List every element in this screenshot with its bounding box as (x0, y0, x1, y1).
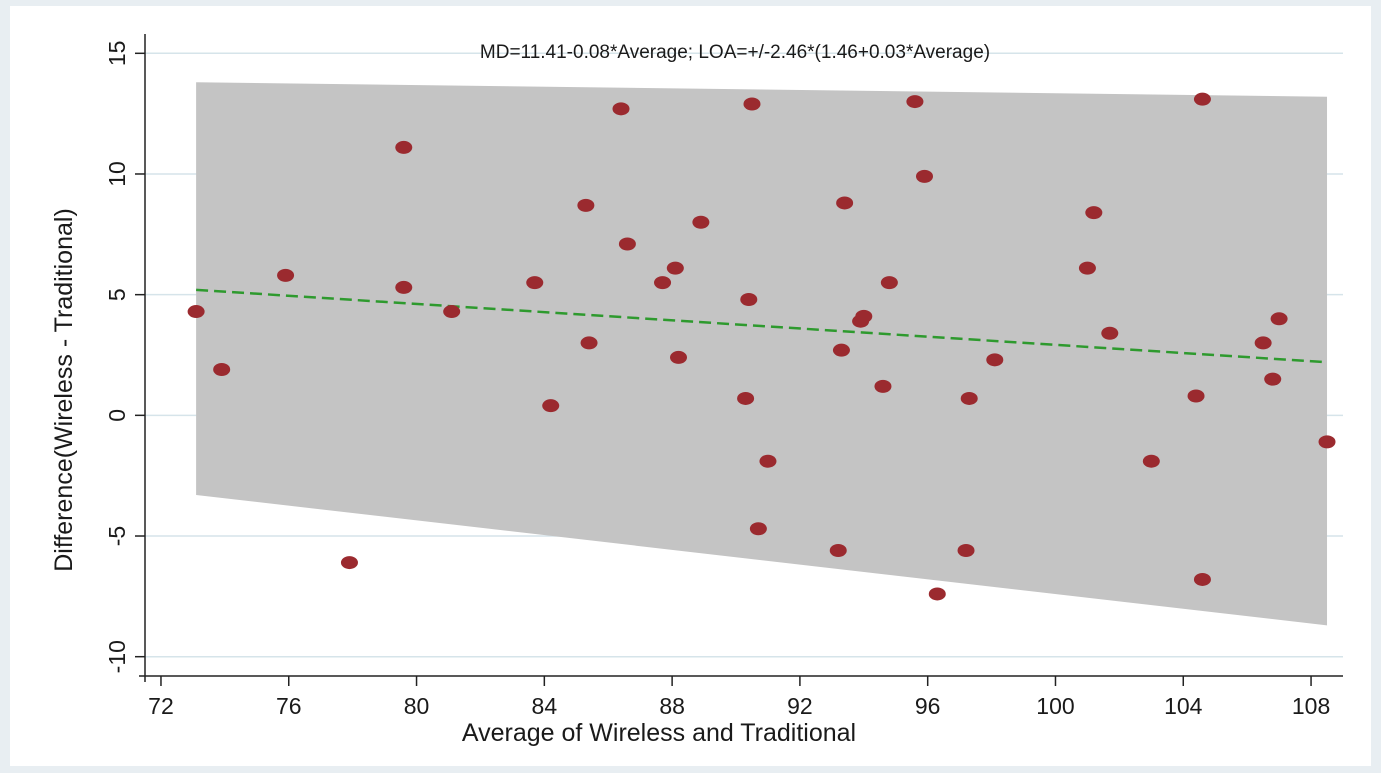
data-point (340, 556, 358, 570)
data-point (1264, 372, 1282, 386)
x-tick-label: 100 (1036, 693, 1074, 719)
data-point (759, 454, 777, 468)
mean-difference-regression-line (196, 288, 1328, 364)
data-point (836, 196, 854, 210)
y-tick-label: 10 (104, 161, 130, 187)
chart-frame: 72 76 80 84 88 92 96 100 104 108 -10 -5 0 5 10 15 MD=11… (10, 6, 1371, 766)
data-point (829, 543, 847, 557)
data-point (1101, 326, 1119, 340)
data-point (395, 140, 413, 154)
data-point (1318, 435, 1336, 449)
x-tick-label: 108 (1292, 693, 1330, 719)
data-point (737, 391, 755, 405)
data-point (874, 379, 892, 393)
data-point (1085, 206, 1103, 220)
data-point (542, 399, 560, 413)
chart-annotation: MD=11.41-0.08*Average; LOA=+/-2.46*(1.46… (480, 42, 990, 63)
data-point (580, 336, 598, 350)
data-point (666, 261, 684, 275)
limits-of-agreement-band (196, 82, 1328, 626)
x-tick-label: 80 (404, 693, 430, 719)
data-point (1254, 336, 1272, 350)
y-tick-label: -5 (104, 526, 130, 546)
x-tick-label: 84 (532, 693, 558, 719)
x-tick-label: 104 (1164, 693, 1203, 719)
y-tick-label: 15 (104, 41, 130, 67)
data-point (443, 305, 461, 319)
x-axis-title: Average of Wireless and Traditional (462, 719, 856, 747)
data-point (277, 268, 295, 282)
data-point (213, 362, 231, 376)
data-point (187, 305, 205, 319)
data-point (743, 97, 761, 111)
y-tick-label: 5 (104, 288, 130, 301)
data-point (395, 280, 413, 294)
data-point (855, 309, 873, 323)
data-point (618, 237, 636, 251)
data-point (740, 292, 758, 306)
x-tick-label: 92 (787, 693, 813, 719)
data-point (1270, 312, 1288, 326)
x-tick-label: 88 (659, 693, 685, 719)
data-point (986, 353, 1004, 367)
data-point (1142, 454, 1160, 468)
data-point (1187, 389, 1205, 403)
data-point (1193, 572, 1211, 586)
data-point (1078, 261, 1096, 275)
x-tick-label: 96 (915, 693, 941, 719)
data-point (1193, 92, 1211, 106)
y-tick-label: 0 (104, 409, 130, 422)
data-point (577, 198, 595, 212)
data-point (880, 276, 898, 290)
data-point (960, 391, 978, 405)
data-point (832, 343, 850, 357)
y-axis-title: Difference(Wireless - Traditional) (50, 208, 78, 572)
data-point (957, 543, 975, 557)
data-point (906, 95, 924, 109)
data-point (612, 102, 630, 116)
data-point (670, 350, 688, 364)
data-point (692, 215, 710, 229)
x-tick-label: 76 (276, 693, 302, 719)
data-point (915, 169, 933, 183)
scatter-chart: 72 76 80 84 88 92 96 100 104 108 -10 -5 0 5 10 15 MD=11… (50, 34, 1343, 747)
x-tick-label: 72 (148, 693, 174, 719)
data-point (749, 522, 767, 536)
y-tick-label: -10 (104, 640, 130, 673)
data-point (526, 276, 544, 290)
data-point (928, 587, 946, 601)
data-point (654, 276, 672, 290)
